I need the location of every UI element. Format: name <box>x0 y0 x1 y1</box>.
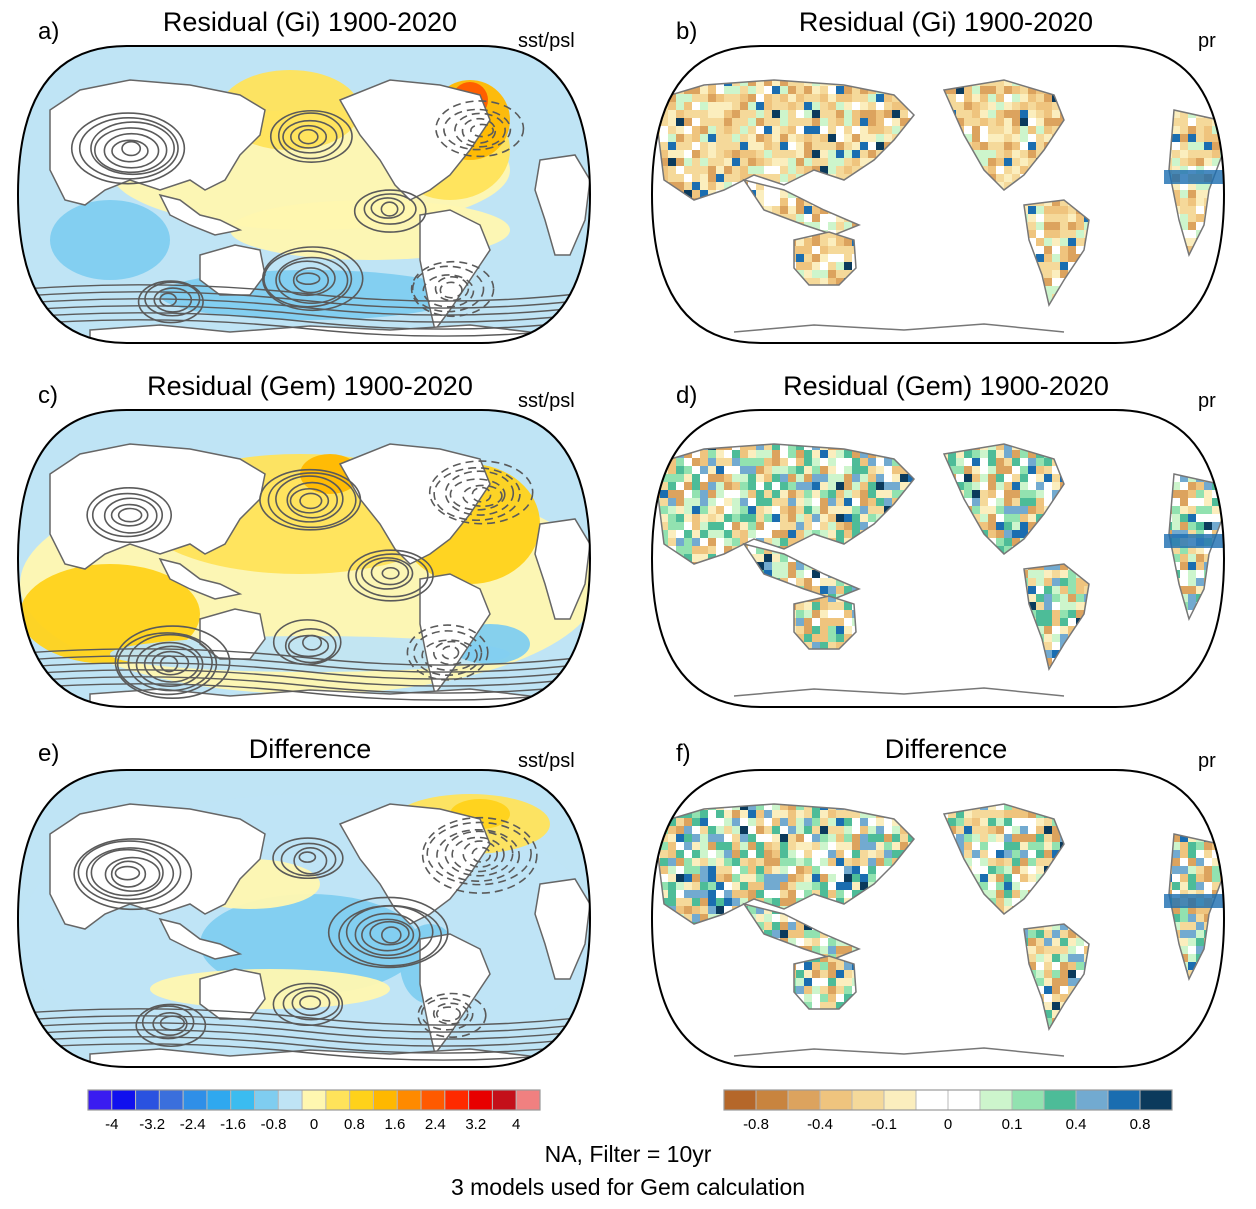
colorbar-tick-label: -0.8 <box>743 1116 769 1133</box>
panel-title: Residual (Gem) 1900-2020 <box>666 371 1226 402</box>
colorbar-swatch <box>1043 1089 1077 1111</box>
colorbar-swatch <box>277 1089 303 1111</box>
panel-variable: pr <box>1198 390 1216 413</box>
colorbar-tick-label: -0.1 <box>871 1116 897 1133</box>
panel-d: d) Residual (Gem) 1900-2020 pr <box>636 364 1236 724</box>
map-a <box>16 45 592 344</box>
panel-variable: pr <box>1198 750 1216 773</box>
panel-b: b) Residual (Gi) 1900-2020 pr <box>636 0 1236 360</box>
panel-title: Difference <box>30 734 590 765</box>
colorbar-tick-label: -0.4 <box>807 1116 833 1133</box>
colorbar-swatch <box>372 1089 398 1111</box>
colorbar-swatch <box>915 1089 949 1111</box>
colorbar-swatch <box>206 1089 232 1111</box>
footer-line-2: 3 models used for Gem calculation <box>0 1174 1256 1201</box>
colorbar-swatch <box>787 1089 821 1111</box>
panel-label: e) <box>38 740 59 768</box>
map-c <box>16 409 592 708</box>
colorbar-tick-label: 4 <box>512 1116 520 1133</box>
map-d <box>650 409 1226 708</box>
colorbar-swatch <box>1011 1089 1045 1111</box>
colorbar-tick-label: 0.1 <box>1002 1116 1023 1133</box>
colorbar-tick-label: 0 <box>944 1116 952 1133</box>
panel-variable: pr <box>1198 30 1216 53</box>
panel-variable: sst/psl <box>518 30 575 53</box>
pr-colorbar: -0.8 -0.4 -0.1 0 0.1 0.4 0.8 <box>723 1089 1173 1133</box>
colorbar-swatch <box>349 1089 374 1111</box>
map-f <box>650 769 1226 1068</box>
colorbar-swatch <box>515 1089 541 1111</box>
colorbar-tick-label: 3.2 <box>465 1116 486 1133</box>
colorbar-swatch <box>1075 1089 1109 1111</box>
colorbar-swatch <box>182 1089 208 1111</box>
colorbar-swatch <box>87 1089 113 1111</box>
panel-title: Difference <box>666 734 1226 765</box>
colorbar-swatch <box>1107 1089 1141 1111</box>
colorbar-tick-label: -4 <box>105 1116 118 1133</box>
panel-label: b) <box>676 18 697 46</box>
panel-variable: sst/psl <box>518 750 575 773</box>
colorbar-tick-label: -1.6 <box>220 1116 246 1133</box>
colorbar-tick-label: 0 <box>310 1116 318 1133</box>
colorbar-swatch <box>883 1089 917 1111</box>
colorbar-swatch <box>325 1089 351 1111</box>
colorbar-swatch <box>420 1089 446 1111</box>
colorbar-swatch <box>444 1089 470 1111</box>
panel-f: f) Difference pr <box>636 728 1236 1088</box>
panel-label: f) <box>676 740 691 768</box>
colorbar-swatch <box>1139 1089 1173 1111</box>
colorbar-swatch <box>158 1089 184 1111</box>
colorbar-swatch <box>755 1089 789 1111</box>
colorbar-swatch <box>230 1089 256 1111</box>
footer-line-1: NA, Filter = 10yr <box>0 1141 1256 1168</box>
colorbar-swatch <box>135 1089 160 1111</box>
colorbar-swatch <box>491 1089 517 1111</box>
panel-title: Residual (Gem) 1900-2020 <box>30 371 590 402</box>
colorbar-swatch <box>819 1089 853 1111</box>
map-e <box>16 769 592 1068</box>
colorbar-swatch <box>947 1089 981 1111</box>
colorbar-tick-label: 0.8 <box>344 1116 365 1133</box>
panel-variable: sst/psl <box>518 390 575 413</box>
colorbar-swatch <box>723 1089 757 1111</box>
panel-label: d) <box>676 382 697 410</box>
colorbar-swatch <box>396 1089 422 1111</box>
colorbar-swatch <box>851 1089 885 1111</box>
colorbar-swatch <box>979 1089 1013 1111</box>
panel-title: Residual (Gi) 1900-2020 <box>30 7 590 38</box>
colorbar-tick-label: 0.8 <box>1130 1116 1151 1133</box>
panel-label: c) <box>38 382 58 410</box>
sst-colorbar: -4 -3.2 -2.4 -1.6 -0.8 0 0.8 1.6 2.4 3.2 4 <box>87 1089 541 1133</box>
colorbar-tick-label: -0.8 <box>261 1116 287 1133</box>
colorbar-swatch <box>254 1089 279 1111</box>
colorbar-tick-label: -3.2 <box>139 1116 165 1133</box>
panel-label: a) <box>38 18 59 46</box>
colorbar-swatch <box>301 1089 327 1111</box>
panel-e: e) Difference sst/psl <box>0 728 600 1088</box>
colorbar-swatch <box>468 1089 493 1111</box>
panel-title: Residual (Gi) 1900-2020 <box>666 7 1226 38</box>
colorbar-tick-label: 0.4 <box>1066 1116 1087 1133</box>
map-b <box>650 45 1226 344</box>
colorbar-tick-label: -2.4 <box>180 1116 206 1133</box>
colorbar-swatch <box>111 1089 137 1111</box>
colorbar-tick-label: 1.6 <box>384 1116 405 1133</box>
panel-a: a) Residual (Gi) 1900-2020 sst/psl <box>0 0 600 360</box>
panel-c: c) Residual (Gem) 1900-2020 sst/psl <box>0 364 600 724</box>
colorbar-tick-label: 2.4 <box>425 1116 446 1133</box>
